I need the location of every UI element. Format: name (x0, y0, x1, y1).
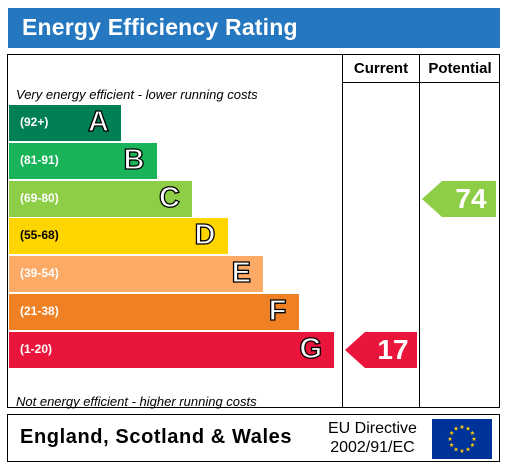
band-letter: D (194, 219, 216, 252)
footer: England, Scotland & Wales EU Directive 2… (7, 414, 500, 462)
header-row-divider (342, 82, 500, 83)
eu-flag-icon (432, 419, 492, 459)
current-rating-arrow: 17 (345, 331, 417, 368)
title-bar: Energy Efficiency Rating (8, 8, 500, 48)
band-range-label: (39-54) (20, 266, 59, 281)
directive-line-1: EU Directive (328, 420, 417, 437)
region-label: England, Scotland & Wales (20, 426, 293, 448)
flag-star (465, 426, 471, 431)
flag-star (453, 426, 459, 431)
potential-rating-value: 74 (455, 182, 487, 214)
band-b: (81-91) B (9, 142, 157, 179)
band-range-label: (55-68) (20, 228, 59, 243)
potential-column-header: Potential (428, 60, 492, 77)
flag-star (471, 436, 477, 441)
current-column-divider (342, 54, 343, 408)
flag-star (470, 442, 475, 447)
band-e: (39-54) E (9, 256, 263, 293)
band-c: (69-80) C (9, 180, 192, 217)
bottom-note: Not energy efficient - higher running co… (16, 394, 257, 409)
flag-star (449, 442, 454, 447)
directive-label: EU Directive 2002/91/EC (328, 419, 417, 457)
band-range-label: (69-80) (20, 190, 59, 205)
potential-rating-arrow: 74 (422, 180, 496, 217)
flag-star (459, 424, 465, 429)
band-letter: G (299, 332, 323, 365)
chart-title: Energy Efficiency Rating (22, 14, 298, 40)
potential-column-divider (419, 54, 420, 408)
flag-star (470, 430, 475, 435)
current-arrow-shape (345, 331, 417, 368)
top-note: Very energy efficient - lower running co… (16, 87, 258, 102)
band-range-label: (92+) (20, 115, 49, 129)
band-d: (55-68) D (9, 218, 228, 255)
rating-table (7, 54, 500, 408)
band-letter: C (158, 181, 180, 214)
current-rating-value: 17 (377, 333, 409, 365)
directive-line-2: 2002/91/EC (330, 439, 415, 456)
potential-arrow-shape (422, 180, 496, 217)
band-range-label: (1-20) (20, 341, 53, 356)
flag-star (459, 448, 465, 453)
flag-star (465, 446, 471, 452)
band-g: (1-20) G (9, 331, 334, 368)
band-range-label: (81-91) (20, 152, 59, 167)
flag-star (449, 430, 454, 435)
band-f: (21-38) F (9, 294, 299, 330)
band-a: (92+) A (9, 105, 121, 141)
band-letter: B (123, 143, 145, 176)
current-column-header: Current (353, 60, 409, 77)
band-letter: F (268, 294, 287, 327)
band-letter: A (87, 105, 109, 138)
flag-star (453, 446, 459, 452)
band-range-label: (21-38) (20, 304, 59, 318)
flag-star (447, 436, 453, 441)
band-letter: E (231, 257, 252, 290)
